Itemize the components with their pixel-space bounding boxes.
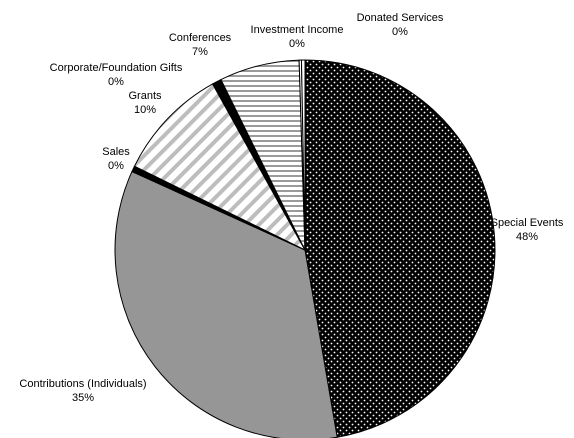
label-donated-services: Donated Services <box>357 12 444 24</box>
label-grants: Grants <box>128 90 162 102</box>
label-corporate-foundation-gifts: Corporate/Foundation Gifts <box>50 62 183 74</box>
percent-contributions-individuals: 35% <box>72 392 94 404</box>
percent-grants: 10% <box>134 104 156 116</box>
percent-corporate-foundation-gifts: 0% <box>108 76 124 88</box>
slice-grants <box>133 83 307 252</box>
slice-contributions-individuals <box>114 170 338 438</box>
percent-special-events: 48% <box>516 231 538 243</box>
slice-donated-services <box>300 59 306 251</box>
label-conferences: Conferences <box>169 32 232 44</box>
pie-slices <box>114 59 496 438</box>
label-contributions-individuals: Contributions (Individuals) <box>19 378 146 390</box>
slice-labels: Special Events 48% Contributions (Individu… <box>19 12 563 404</box>
percent-sales: 0% <box>108 160 124 172</box>
label-investment-income: Investment Income <box>251 24 344 36</box>
slice-special-events <box>304 59 496 438</box>
percent-conferences: 7% <box>192 46 208 58</box>
label-special-events: Special Events <box>491 217 564 229</box>
label-sales: Sales <box>102 146 130 158</box>
percent-donated-services: 0% <box>392 26 408 38</box>
percent-investment-income: 0% <box>289 38 305 50</box>
